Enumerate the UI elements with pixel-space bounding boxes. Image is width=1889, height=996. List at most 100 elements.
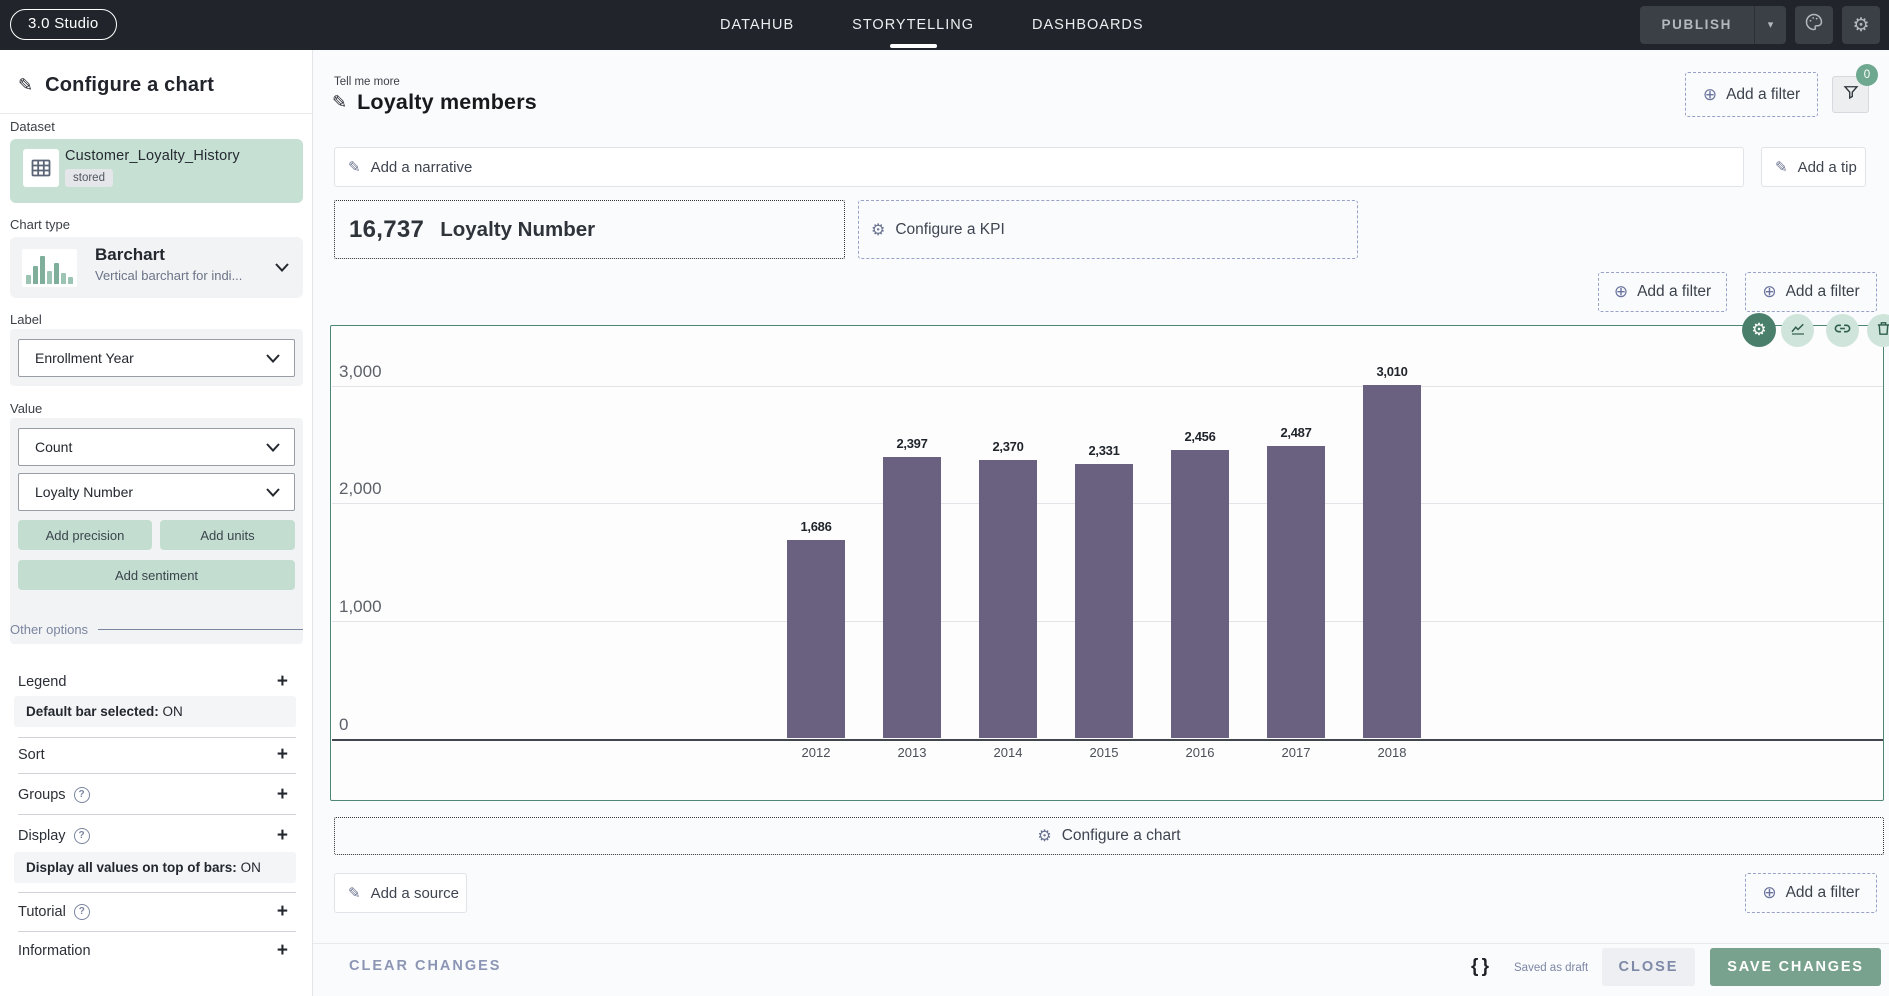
dataset-label: Dataset [10,119,55,134]
configure-kpi-button[interactable]: ⚙ Configure a KPI [858,200,1358,259]
option-information[interactable]: Information + [18,940,288,961]
bar-value-label: 1,686 [800,519,832,535]
configure-chart-button[interactable]: ⚙ Configure a chart [334,817,1884,855]
circled-plus-icon: ⊕ [1762,883,1777,902]
help-icon[interactable]: ? [73,904,90,920]
nav-tab-dashboards[interactable]: DASHBOARDS [1032,17,1144,33]
link-icon [1833,319,1852,343]
dataset-card[interactable]: Customer_Loyalty_History stored [10,139,303,203]
bar-2014[interactable] [979,459,1037,739]
main-nav: DATAHUB STORYTELLING DASHBOARDS [720,0,1144,50]
settings-button[interactable]: ⚙ [1842,6,1880,44]
filter-funnel-button[interactable] [1832,76,1869,113]
bar-2012[interactable] [787,540,845,739]
plus-icon[interactable]: + [276,671,288,692]
story-title-row[interactable]: ✎ Loyalty members [332,90,537,115]
legend-default-setting: Default bar selected: ON [14,696,296,727]
bar-2015[interactable] [1075,464,1133,739]
chevron-down-icon [266,474,280,510]
nav-tab-datahub[interactable]: DATAHUB [720,17,795,33]
table-icon [23,149,59,187]
add-precision-button[interactable]: Add precision [18,520,152,550]
help-icon[interactable]: ? [73,787,90,803]
divider [18,931,296,932]
chevron-down-icon [266,429,280,465]
kpi-label: Loyalty Number [440,217,596,241]
value-field-select[interactable]: Loyalty Number [18,473,295,511]
divider [18,773,296,774]
chart-delete-button[interactable] [1867,314,1889,347]
app-logo[interactable]: 3.0 Studio [10,9,117,40]
theme-palette-button[interactable] [1795,6,1833,44]
circled-plus-icon: ⊕ [1613,282,1629,301]
divider [18,814,296,815]
gridline [332,385,1883,387]
gear-icon: ⚙ [1852,14,1870,36]
option-groups[interactable]: Groups? + [18,784,288,805]
chart-type-toggle-button[interactable] [1781,314,1814,347]
chart-link-button[interactable] [1826,314,1859,347]
bar-value-label: 2,487 [1280,425,1312,441]
add-filter-button-bottom[interactable]: ⊕ Add a filter [1745,873,1877,913]
option-legend[interactable]: Legend + [18,671,288,692]
plus-icon[interactable]: + [276,784,288,805]
chart-type-selector[interactable]: Barchart Vertical barchart for indi... [10,237,303,298]
saved-status: Saved as draft [1514,962,1589,974]
bar-2013[interactable] [883,456,941,739]
aggregation-select[interactable]: Count [18,428,295,466]
add-sentiment-button[interactable]: Add sentiment [18,560,295,590]
divider [18,737,296,738]
gear-icon: ⚙ [1037,828,1052,845]
x-axis-tick-label: 2015 [1089,744,1119,760]
add-units-button[interactable]: Add units [160,520,295,550]
circled-plus-icon: ⊕ [1762,282,1777,301]
option-tutorial[interactable]: Tutorial? + [18,901,288,922]
code-braces-button[interactable]: { } [1471,956,1489,977]
tell-me-more-hint: Tell me more [334,76,400,88]
save-changes-button[interactable]: SAVE CHANGES [1710,948,1881,986]
bar-2017[interactable] [1267,446,1325,739]
top-bar-actions: PUBLISH ▾ ⚙ [1639,6,1880,44]
option-display[interactable]: Display? + [18,825,288,846]
barchart-widget[interactable]: 0 1,000 2,000 3,000 1,686 2012 2,397 2013 2,370 2… [330,325,1884,801]
bar-2018[interactable] [1363,384,1421,739]
filter-count-badge: 0 [1856,64,1878,86]
add-filter-button-chart-left[interactable]: ⊕ Add a filter [1598,272,1727,312]
chevron-down-icon [275,259,289,277]
plus-icon[interactable]: + [276,940,288,961]
close-button[interactable]: CLOSE [1602,948,1695,986]
publish-dropdown-caret[interactable]: ▾ [1754,6,1786,44]
add-filter-button-top[interactable]: ⊕ Add a filter [1685,72,1818,117]
add-tip-button[interactable]: ✎ Add a tip [1761,147,1866,187]
add-narrative-field[interactable]: ✎ Add a narrative [334,147,1744,187]
bar-value-label: 2,456 [1184,428,1216,444]
bar-2016[interactable] [1171,449,1229,739]
value-panel: Count Loyalty Number Add precision Add u… [10,418,303,644]
chart-type-name: Barchart [95,245,165,264]
label-field-select[interactable]: Enrollment Year [18,339,295,377]
kpi-card[interactable]: 16,737 Loyalty Number [334,200,845,259]
bar-value-label: 2,370 [992,438,1024,454]
clear-changes-button[interactable]: CLEAR CHANGES [349,958,502,974]
chart-type-label: Chart type [10,217,70,232]
chart-type-description: Vertical barchart for indi... [95,268,243,283]
add-filter-button-chart-right[interactable]: ⊕ Add a filter [1745,272,1877,312]
plus-icon[interactable]: + [276,825,288,846]
help-icon[interactable]: ? [73,828,90,844]
plus-icon[interactable]: + [276,744,288,765]
option-sort[interactable]: Sort + [18,744,288,765]
plus-icon[interactable]: + [276,901,288,922]
gear-icon: ⚙ [871,221,886,239]
x-axis-tick-label: 2012 [801,744,831,760]
chart-settings-button[interactable]: ⚙ [1742,313,1776,347]
nav-tab-storytelling[interactable]: STORYTELLING [852,0,974,50]
x-axis-tick-label: 2013 [897,744,927,760]
funnel-icon [1842,83,1860,106]
bar-value-label: 2,331 [1088,443,1120,459]
label-section-title: Label [10,312,42,327]
divider [0,113,313,114]
dataset-stored-badge: stored [65,169,113,187]
add-source-button[interactable]: ✎ Add a source [334,873,467,913]
publish-button[interactable]: PUBLISH ▾ [1639,6,1786,44]
